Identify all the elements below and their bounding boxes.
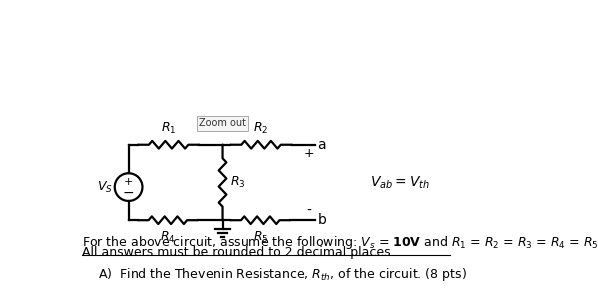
Text: $R_3$: $R_3$	[230, 175, 246, 190]
Text: $R_1$: $R_1$	[161, 121, 176, 136]
Text: $V_{ab} = V_{th}$: $V_{ab} = V_{th}$	[370, 174, 429, 191]
Text: +: +	[124, 178, 133, 187]
Text: For the above circuit, assume the following: $V_s$ = $\mathbf{10V}$ and $R_1$ = : For the above circuit, assume the follow…	[83, 234, 598, 251]
Text: $R_4$: $R_4$	[160, 230, 176, 245]
Text: a: a	[318, 138, 326, 152]
Text: −: −	[123, 186, 135, 199]
Text: All answers must be rounded to 2 decimal places.: All answers must be rounded to 2 decimal…	[83, 246, 395, 259]
Text: b: b	[318, 213, 326, 227]
Text: Zoom out: Zoom out	[199, 118, 246, 128]
Text: -: -	[306, 204, 311, 218]
Text: A)  Find the Thevenin Resistance, $R_{th}$, of the circuit. (8 pts): A) Find the Thevenin Resistance, $R_{th}…	[98, 266, 466, 283]
Text: $V_S$: $V_S$	[97, 180, 112, 195]
Text: $R_2$: $R_2$	[254, 121, 269, 136]
Text: +: +	[303, 148, 314, 160]
Text: $R_5$: $R_5$	[252, 230, 268, 245]
